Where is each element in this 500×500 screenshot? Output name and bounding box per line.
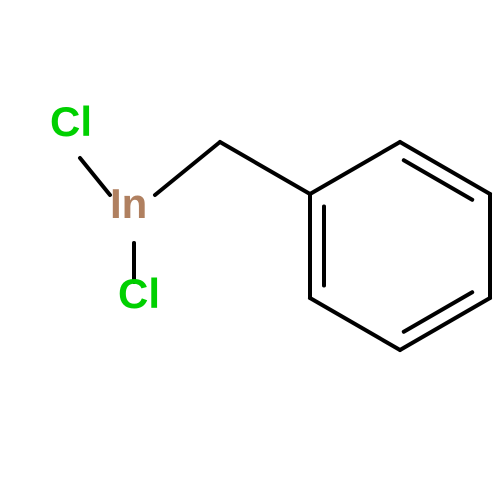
atom-cl2: Cl [118, 270, 160, 317]
molecule-diagram: Cl In Cl [0, 0, 500, 500]
bond-2 [155, 142, 220, 195]
bond-0 [80, 158, 110, 195]
bond-4 [310, 142, 400, 194]
atom-in: In [110, 180, 147, 227]
bond-8 [310, 298, 400, 350]
bond-3 [220, 142, 310, 194]
atom-cl1: Cl [50, 98, 92, 145]
